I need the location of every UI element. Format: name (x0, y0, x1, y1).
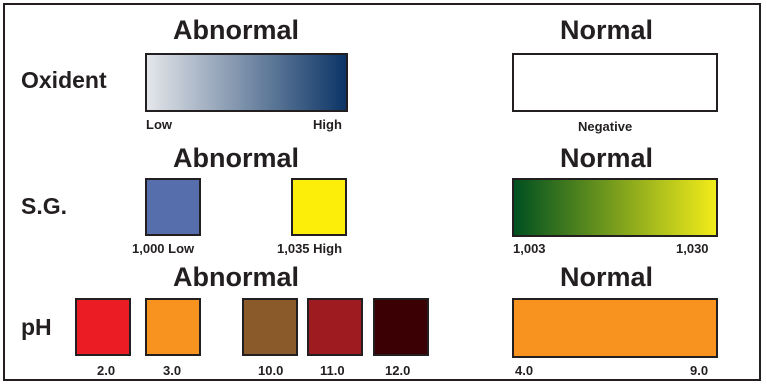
oxident-negative-label: Negative (578, 119, 633, 134)
sg-normal-high-label: 1,030 (676, 241, 709, 256)
sg-normal-gradient (512, 178, 718, 237)
sg-abnormal-heading: Abnormal (173, 143, 300, 173)
oxident-normal-heading: Normal (560, 15, 654, 45)
ph-abnormal-heading: Abnormal (173, 262, 300, 292)
ph-swatch-12 (373, 298, 429, 356)
ph-swatch-10 (242, 298, 298, 356)
ph-swatch-3 (145, 298, 201, 356)
oxident-label: Oxident (21, 67, 107, 93)
sg-swatch-high-label: 1,035 High (277, 241, 343, 256)
ph-swatch-2-label: 2.0 (97, 363, 116, 378)
ph-swatch-10-label: 10.0 (258, 363, 284, 378)
ph-swatch-11-label: 11.0 (320, 363, 345, 378)
ph-swatch-12-label: 12.0 (385, 363, 411, 378)
ph-normal-high-label: 9.0 (690, 363, 709, 378)
sg-swatch-high (291, 178, 347, 236)
ph-swatch-11 (307, 298, 363, 356)
sg-swatch-low (145, 178, 201, 236)
ph-normal-swatch (512, 298, 718, 358)
ph-normal-heading: Normal (560, 262, 654, 292)
oxident-normal-swatch (512, 53, 718, 112)
ph-label: pH (21, 314, 52, 340)
oxident-low-label: Low (146, 117, 172, 132)
oxident-abnormal-gradient (145, 53, 348, 112)
oxident-abnormal-heading: Abnormal (173, 15, 300, 45)
ph-normal-low-label: 4.0 (515, 363, 534, 378)
sg-swatch-low-label: 1,000 Low (132, 241, 195, 256)
sg-normal-heading: Normal (560, 143, 654, 173)
sg-normal-low-label: 1,003 (513, 241, 546, 256)
ph-swatch-2 (75, 298, 131, 356)
sg-label: S.G. (21, 193, 68, 219)
oxident-high-label: High (313, 117, 342, 132)
ph-swatch-3-label: 3.0 (163, 363, 182, 378)
